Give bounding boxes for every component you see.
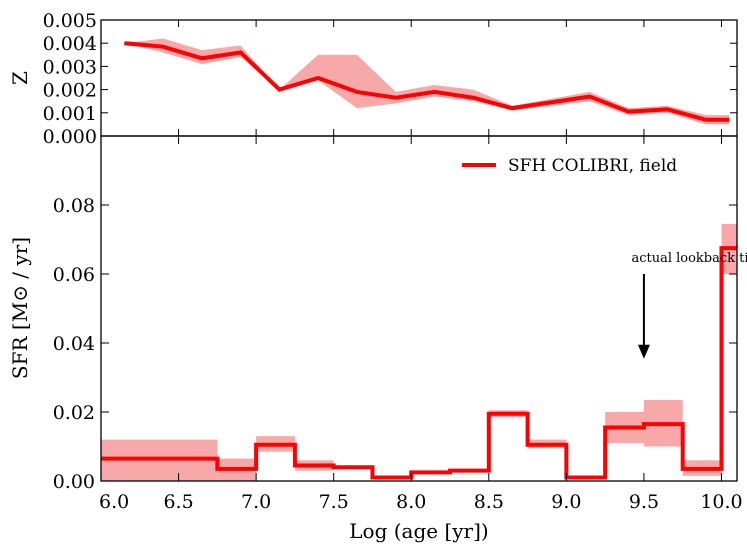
metallicity-band [124, 38, 730, 125]
sfr-x-tick-label: 6.5 [163, 491, 193, 513]
metallicity-x-ticks [100, 20, 722, 136]
metallicity-y-tick-label: 0.000 [43, 126, 97, 148]
metallicity-y-tick-label: 0.003 [43, 56, 97, 78]
metallicity-line [124, 41, 730, 122]
sfr-y-label: SFR [M⊙ / yr] [8, 237, 32, 379]
sfr-y-tick-label: 0.02 [53, 402, 95, 424]
sfr-x-tick-label: 9.5 [629, 491, 659, 513]
sfr-y-tick-label: 0.04 [53, 333, 95, 355]
metallicity-y-tick-label: 0.001 [43, 103, 97, 125]
sfr-x-tick-label: 7.5 [319, 491, 349, 513]
metallicity-axes-frame [100, 19, 738, 137]
sfr-x-ticks: 6.0 6.5 7.0 7.5 8.0 8.5 9.0 9.5 10.0 [99, 136, 743, 513]
legend-label: SFH COLIBRI, field [508, 156, 677, 176]
metallicity-y-tick-label: 0.002 [43, 80, 97, 102]
sfr-step-series [101, 246, 737, 480]
annotation-text: actual lookback time [631, 251, 747, 266]
sfr-x-tick-label: 9.0 [551, 491, 581, 513]
sfr-x-tick-label: 6.0 [99, 491, 129, 513]
sfr-y-tick-label: 0.00 [53, 471, 95, 493]
sfr-y-tick-label: 0.08 [53, 195, 95, 217]
sfr-panel: 0.00 0.02 0.04 0.06 0.08 6.0 6.5 7.0 7.5 8.0 8.5 9… [8, 135, 747, 543]
sfr-y-tick-label: 0.06 [53, 264, 95, 286]
sfr-x-tick-label: 8.0 [396, 491, 426, 513]
sfr-x-tick-label: 7.0 [241, 491, 271, 513]
annotation-arrow-head [637, 344, 650, 359]
sfr-x-tick-label: 10.0 [700, 491, 742, 513]
lookback-annotation: actual lookback time [631, 251, 747, 359]
metallicity-y-tick-label: 0.005 [43, 10, 97, 32]
metallicity-uncertainty-band [124, 38, 730, 125]
sfr-y-ticks: 0.00 0.02 0.04 0.06 0.08 [53, 195, 737, 493]
sfr-axes-frame [100, 135, 738, 482]
sfr-x-label: Log (age [yr]) [349, 519, 488, 543]
sfr-step-line [101, 246, 737, 480]
sfr-x-tick-label: 8.5 [474, 491, 504, 513]
metallicity-y-tick-label: 0.004 [43, 33, 97, 55]
legend: SFH COLIBRI, field [462, 156, 677, 176]
metallicity-series [124, 41, 730, 122]
metallicity-y-label: Z [8, 71, 32, 85]
